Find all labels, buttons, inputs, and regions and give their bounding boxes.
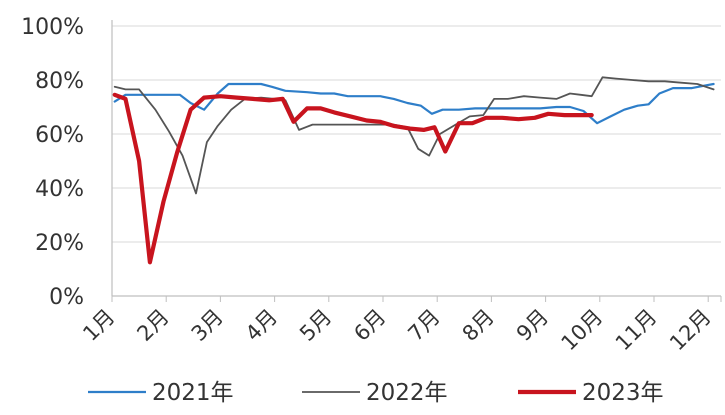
y-tick-label: 0% [49, 285, 84, 310]
gridlines [112, 25, 721, 243]
x-tick-label: 1月 [78, 305, 119, 346]
x-tick-label: 6月 [349, 305, 390, 346]
series-line-1 [113, 82, 715, 125]
x-tick-label: 9月 [512, 305, 553, 346]
legend-label-1: 2021年 [152, 380, 234, 406]
x-tick-label: 4月 [241, 305, 282, 346]
series-line-2 [113, 76, 715, 195]
x-tick-label: 5月 [295, 305, 336, 346]
x-tick-label: 10月 [557, 305, 608, 356]
y-tick-label: 80% [35, 69, 84, 94]
x-tick-label: 2月 [132, 305, 173, 346]
x-tick-label: 3月 [187, 305, 228, 346]
legend: 2021年 2022年 2023年 [88, 380, 664, 406]
x-tick-label: 12月 [665, 305, 716, 356]
legend-label-3: 2023年 [582, 380, 664, 406]
legend-label-2: 2022年 [366, 380, 448, 406]
y-tick-label: 100% [21, 15, 84, 40]
x-tick-label: 8月 [458, 305, 499, 346]
x-tick-label: 11月 [611, 305, 662, 356]
y-tick-label: 60% [35, 123, 84, 148]
series-lines [112, 76, 715, 265]
series-line-3 [112, 92, 594, 265]
axes: 0%20%40%60%80%100%1月 2月 3月 4月 5月 6月 7月 8月 9月 10月 1… [21, 15, 722, 356]
x-tick-label: 7月 [403, 305, 444, 346]
y-tick-label: 40% [35, 177, 84, 202]
y-tick-label: 20% [35, 231, 84, 256]
